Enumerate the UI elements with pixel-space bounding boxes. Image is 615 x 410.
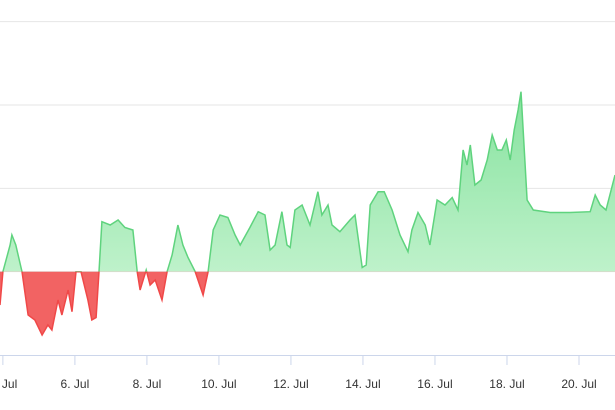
x-tick-label: 18. Jul	[489, 377, 524, 391]
x-axis: 4. Jul 6. Jul 8. Jul 10. Jul 12. Jul 14. Jul 1…	[0, 355, 615, 391]
plot	[0, 91, 615, 337]
x-tick-label: 10. Jul	[201, 377, 236, 391]
positive-area	[2, 91, 615, 272]
x-tick-label: 8. Jul	[133, 377, 162, 391]
x-tick-label: 4. Jul	[0, 377, 17, 391]
negative-area	[0, 271, 615, 335]
x-tick-label: 14. Jul	[345, 377, 380, 391]
negative-line	[0, 271, 209, 337]
x-tick-label: 12. Jul	[273, 377, 308, 391]
x-tick-label: 16. Jul	[417, 377, 452, 391]
x-tick-label: 20. Jul	[561, 377, 596, 391]
positive-line	[2, 91, 615, 272]
x-tick-label: 6. Jul	[61, 377, 90, 391]
